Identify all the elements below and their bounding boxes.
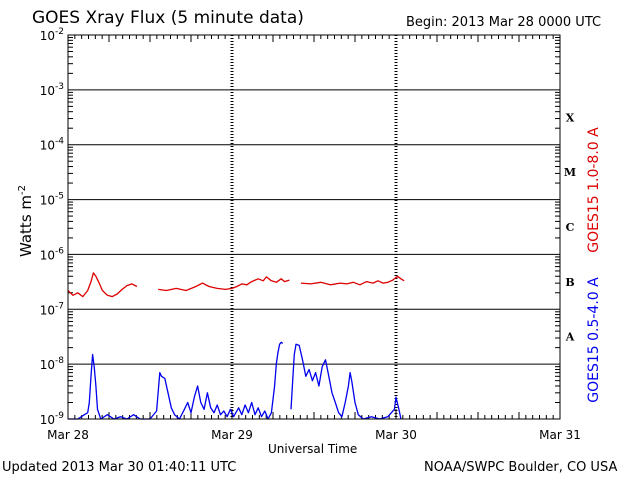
y-tick-labels: 10-910-810-710-610-510-410-310-2 xyxy=(40,27,65,427)
y-tick-exponent: -4 xyxy=(55,137,64,147)
y-tick-base: 10 xyxy=(40,413,55,427)
y-tick-label: 10-3 xyxy=(40,82,64,98)
series-line xyxy=(300,275,405,286)
series-line xyxy=(290,343,402,420)
y-tick-base: 10 xyxy=(40,194,55,208)
y-tick-exponent: -8 xyxy=(55,356,64,366)
y-tick-base: 10 xyxy=(40,84,55,98)
y-axis-label-exponent: -2 xyxy=(17,184,29,195)
flare-class-label: C xyxy=(566,221,575,234)
begin-time: Begin: 2013 Mar 28 0000 UTC xyxy=(406,15,602,30)
y-tick-base: 10 xyxy=(40,358,55,372)
flare-class-label: M xyxy=(564,166,576,179)
x-axis-label: Universal Time xyxy=(268,442,358,456)
flare-class-label: X xyxy=(566,111,575,124)
flare-class-label: A xyxy=(565,331,575,344)
y-tick-exponent: -2 xyxy=(55,27,64,37)
y-tick-exponent: -7 xyxy=(55,301,64,311)
series-legend: GOES15 1.0-8.0 A GOES15 0.5-4.0 A xyxy=(586,127,602,403)
y-tick-label: 10-6 xyxy=(40,246,65,262)
series-line xyxy=(158,276,290,292)
y-tick-base: 10 xyxy=(40,29,55,43)
updated-timestamp: Updated 2013 Mar 30 01:40:11 UTC xyxy=(2,460,237,475)
series-line xyxy=(68,341,284,420)
y-axis-label-base: Watts m xyxy=(17,194,36,258)
y-tick-label: 10-5 xyxy=(40,192,64,208)
y-tick-base: 10 xyxy=(40,139,55,153)
x-tick-label: Mar 30 xyxy=(375,428,417,442)
data-series xyxy=(67,272,405,420)
y-tick-exponent: -5 xyxy=(55,192,64,202)
x-tick-label: Mar 31 xyxy=(539,428,581,442)
legend-entry: GOES15 1.0-8.0 A xyxy=(586,127,602,253)
day-boundary-dotted-lines xyxy=(230,35,398,419)
y-tick-label: 10-8 xyxy=(40,356,65,372)
plot-frame xyxy=(67,34,561,420)
y-tick-label: 10-9 xyxy=(40,411,65,427)
x-tick-label: Mar 29 xyxy=(211,428,253,442)
x-tick-label: Mar 28 xyxy=(47,428,89,442)
y-tick-label: 10-7 xyxy=(40,301,64,317)
axis-ticks xyxy=(67,35,561,419)
x-tick-labels: Mar 28 Mar 29 Mar 30 Mar 31 xyxy=(47,428,581,442)
legend-entry: GOES15 0.5-4.0 A xyxy=(586,277,602,403)
decade-gridlines xyxy=(68,89,560,365)
y-tick-exponent: -3 xyxy=(55,82,64,92)
series-line xyxy=(67,272,138,298)
chart-title: GOES Xray Flux (5 minute data) xyxy=(32,8,304,28)
y-tick-label: 10-4 xyxy=(40,137,65,153)
y-tick-base: 10 xyxy=(40,248,55,262)
flare-class-label: B xyxy=(565,276,574,289)
y-axis-label: Watts m-2 xyxy=(17,185,35,257)
credit-text: NOAA/SWPC Boulder, CO USA xyxy=(424,460,618,475)
y-tick-exponent: -9 xyxy=(55,411,64,421)
y-tick-label: 10-2 xyxy=(40,27,64,43)
flare-class-labels: A B C M X xyxy=(564,111,576,343)
y-tick-exponent: -6 xyxy=(55,246,64,256)
y-tick-base: 10 xyxy=(40,303,55,317)
